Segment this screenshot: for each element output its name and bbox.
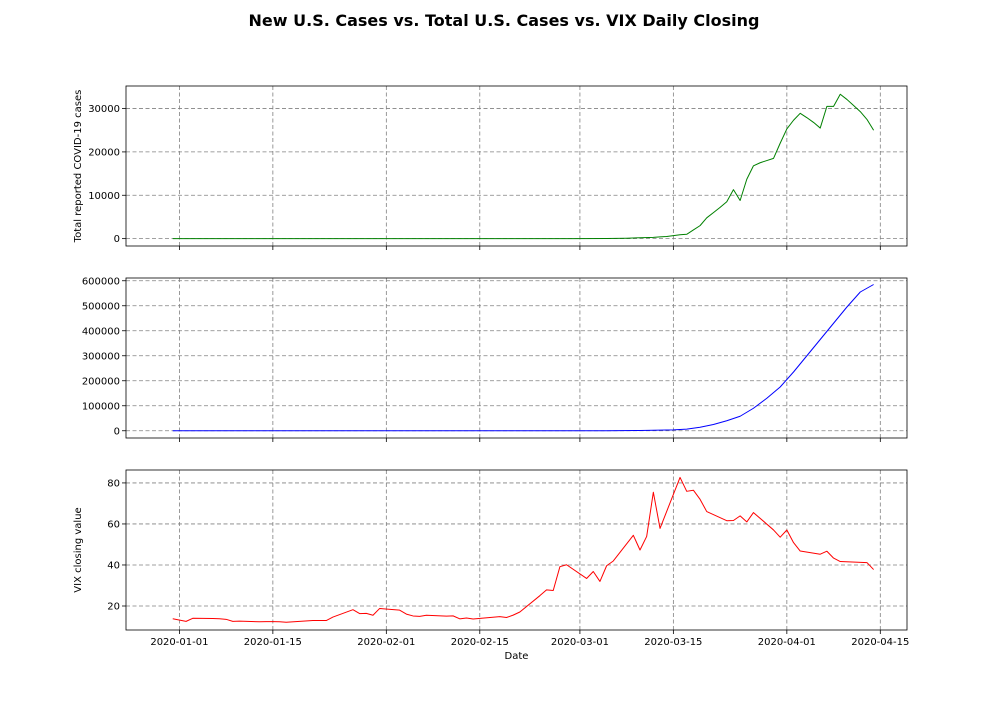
x-tick-label: 2020-04-15 [851, 637, 909, 648]
y-tick-label: 80 [107, 478, 120, 489]
plot-frame [125, 469, 908, 631]
y-tick-label: 60 [107, 519, 120, 530]
x-tick-label: 2020-03-01 [551, 637, 609, 648]
plot-frame [125, 277, 908, 439]
y-tick-label: 0 [114, 234, 120, 245]
y-tick-label: 600000 [82, 276, 120, 287]
series-line [172, 284, 874, 432]
x-tick-label: 2020-02-15 [451, 637, 509, 648]
y-axis-label: Total reported COVID-19 cases [73, 90, 84, 244]
x-tick-label: 2020-04-01 [758, 637, 816, 648]
panel-new-cases: 0 10000 20000 30000 Total reported COVID-19 … [73, 85, 908, 250]
y-tick-label: 200000 [82, 376, 120, 387]
x-tick-label: 2020-02-01 [357, 637, 415, 648]
y-tick-label: 40 [107, 560, 120, 571]
x-axis-label: Date [505, 651, 529, 662]
y-tick-label: 400000 [82, 326, 120, 337]
y-tick-label: 20000 [88, 147, 120, 158]
y-tick-label: 100000 [82, 401, 120, 412]
y-tick-label: 30000 [88, 104, 120, 115]
y-tick-label: 10000 [88, 191, 120, 202]
panel-vix: 2020-01-01 2020-01-15 2020-02-01 2020-02-15… [73, 469, 909, 662]
x-tick-label: 2020-01-15 [244, 637, 302, 648]
y-tick-label: 300000 [82, 351, 120, 362]
panel-total-cases: 0 100000 200000 300000 400000 500000 600000 [82, 276, 908, 442]
y-tick-label: 500000 [82, 301, 120, 312]
series-line [172, 476, 874, 623]
y-tick-label: 0 [114, 426, 120, 437]
plot-frame [125, 85, 908, 247]
y-tick-label: 20 [107, 602, 120, 613]
series-line [172, 93, 875, 240]
x-tick-label: 2020-01-01 [150, 637, 208, 648]
figure-title: New U.S. Cases vs. Total U.S. Cases vs. … [249, 11, 760, 30]
y-axis-label: VIX closing value [73, 507, 84, 592]
x-tick-label: 2020-03-15 [644, 637, 702, 648]
